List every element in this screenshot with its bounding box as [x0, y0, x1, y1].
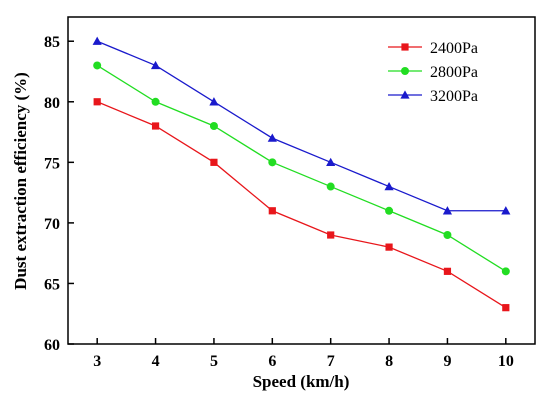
legend-label: 2800Pa — [430, 64, 478, 81]
legend-item: 2800Pa — [388, 64, 478, 81]
x-tick-label: 7 — [327, 353, 335, 370]
legend-item: 3200Pa — [388, 88, 478, 105]
data-point — [327, 231, 335, 239]
y-axis: 60 65 70 75 80 85 — [44, 34, 74, 354]
data-point — [385, 243, 393, 251]
x-tick-label: 8 — [385, 353, 393, 370]
data-point — [268, 207, 276, 215]
data-point — [268, 158, 277, 167]
data-point — [151, 122, 160, 130]
legend: 2400Pa 2800Pa 3200Pa — [388, 40, 478, 105]
data-point — [384, 181, 394, 191]
y-tick-label: 60 — [44, 337, 60, 354]
data-point — [209, 97, 219, 106]
series-layer — [92, 36, 511, 312]
x-axis-label: Speed (km/h) — [253, 372, 350, 391]
data-point — [92, 36, 102, 45]
y-axis-label: Dust extraction efficiency (%) — [11, 72, 30, 290]
legend-marker — [401, 43, 409, 51]
legend-marker — [400, 90, 410, 99]
data-point — [385, 206, 394, 215]
series-2800Pa — [93, 61, 510, 276]
series-line — [96, 64, 507, 272]
data-point — [443, 231, 452, 239]
legend-marker — [401, 67, 409, 75]
data-point — [326, 157, 336, 167]
y-tick-label: 65 — [44, 276, 60, 293]
y-tick-label: 75 — [44, 155, 60, 172]
x-axis: 3 4 5 6 7 8 9 10 — [93, 338, 514, 370]
data-point — [150, 60, 161, 70]
series-line — [96, 101, 507, 309]
y-tick-label: 70 — [44, 216, 60, 233]
data-point — [93, 98, 101, 106]
data-point — [501, 206, 511, 215]
y-tick-label: 80 — [44, 95, 60, 112]
legend-label: 2400Pa — [430, 40, 478, 57]
series-3200Pa — [92, 36, 511, 215]
x-tick-label: 9 — [443, 353, 451, 370]
x-tick-label: 10 — [498, 353, 514, 370]
y-tick-label: 85 — [44, 34, 60, 51]
data-point — [442, 206, 453, 215]
x-tick-label: 5 — [210, 353, 218, 370]
legend-item: 2400Pa — [388, 40, 478, 57]
data-point — [502, 304, 510, 312]
data-point — [326, 182, 335, 191]
data-point — [501, 267, 510, 276]
x-tick-label: 6 — [268, 353, 276, 370]
data-point — [443, 267, 452, 275]
plot-frame — [67, 16, 536, 345]
series-line — [96, 40, 506, 212]
data-point — [210, 158, 218, 166]
data-point — [93, 61, 102, 70]
data-point — [151, 97, 160, 106]
legend-label: 3200Pa — [430, 88, 478, 105]
data-point — [209, 122, 218, 130]
series-2400Pa — [93, 98, 510, 312]
x-tick-label: 3 — [93, 353, 101, 370]
x-tick-label: 4 — [152, 353, 160, 370]
data-point — [267, 133, 277, 142]
